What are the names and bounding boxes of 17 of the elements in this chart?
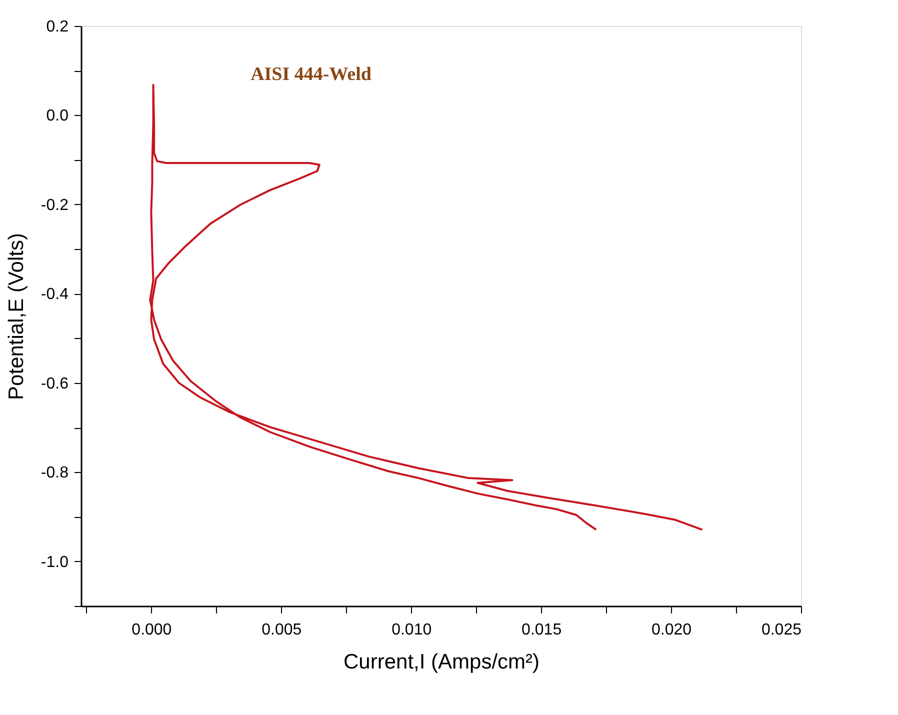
y-tick-label: 0.0: [46, 108, 69, 125]
x-tick-label: 0.020: [652, 622, 692, 638]
y-axis-title: Potential,E (Volts): [4, 233, 28, 400]
x-tick-label: 0.010: [392, 622, 432, 638]
y-tick-label: -0.8: [40, 464, 69, 482]
y-tick-label: 0.2: [46, 18, 69, 36]
x-tick-label: 0.025: [761, 622, 802, 638]
y-tick-label: -0.4: [40, 286, 69, 304]
annotation: AISI 444-Weld: [250, 64, 372, 85]
y-tick-label: -0.6: [40, 375, 69, 392]
x-tick-label: 0.015: [522, 622, 562, 638]
y-tick-label: -0.2: [40, 196, 69, 214]
x-tick-label: 0.005: [262, 622, 302, 638]
text: 0.000: [132, 622, 172, 638]
y-tick-label: -1.0: [40, 554, 69, 571]
x-axis-title: Current,I (Amps/cm²): [343, 650, 540, 674]
line-series: [149, 84, 704, 531]
